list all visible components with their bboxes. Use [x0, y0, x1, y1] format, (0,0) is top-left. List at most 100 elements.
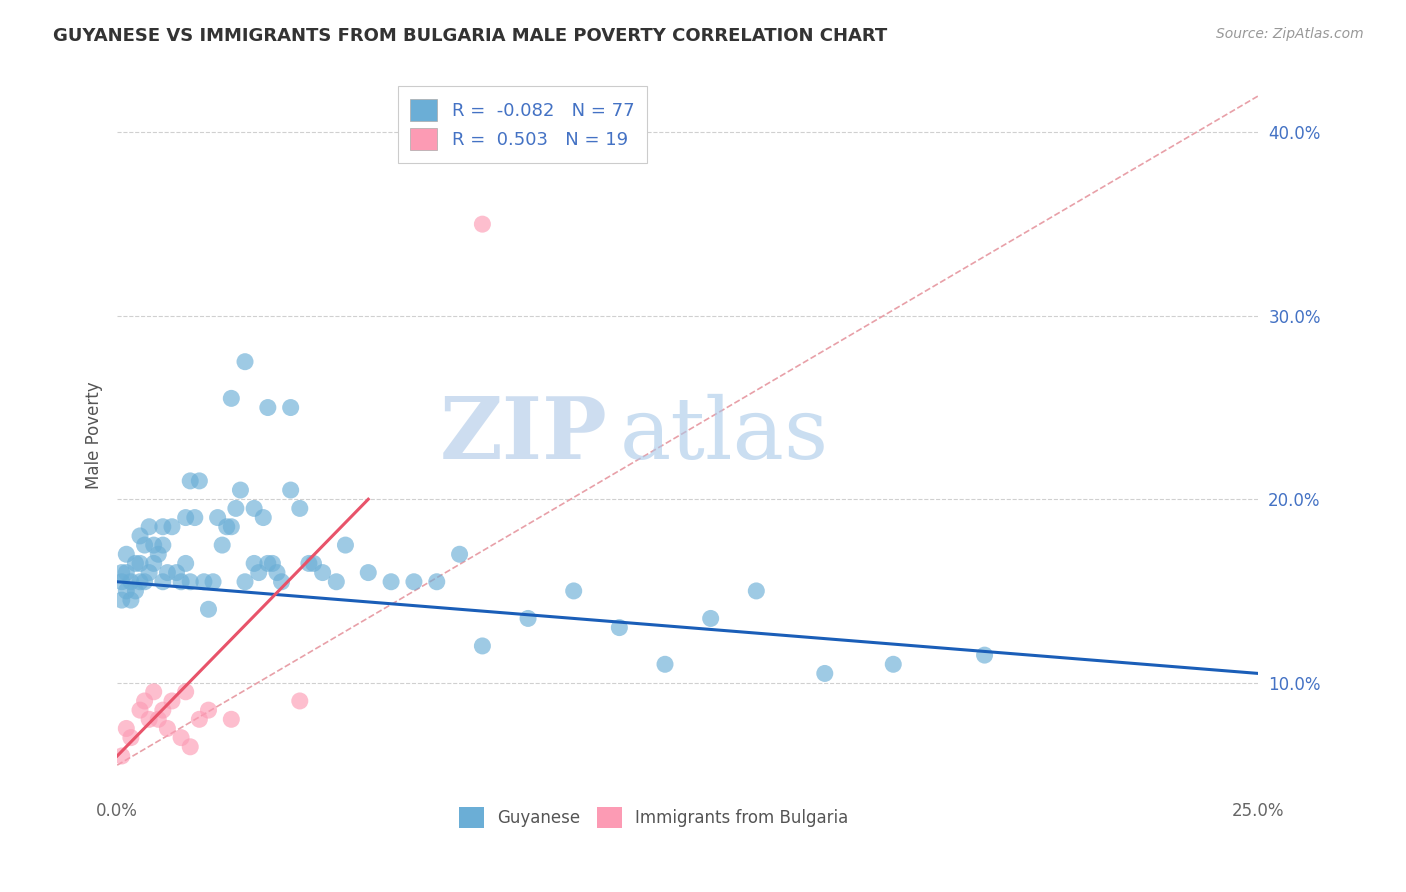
- Guyanese: [288, 501, 311, 516]
- Guyanese: [124, 583, 146, 598]
- Guyanese: [609, 621, 631, 635]
- Guyanese: [233, 354, 256, 368]
- Guyanese: [138, 520, 160, 534]
- Guyanese: [134, 574, 156, 589]
- Immigrants from Bulgaria: [111, 749, 134, 764]
- Guyanese: [699, 611, 721, 625]
- Guyanese: [402, 574, 425, 589]
- Guyanese: [814, 666, 837, 681]
- Guyanese: [129, 557, 152, 571]
- Guyanese: [215, 520, 238, 534]
- Immigrants from Bulgaria: [471, 217, 494, 231]
- Guyanese: [266, 566, 288, 580]
- Guyanese: [256, 401, 278, 415]
- Y-axis label: Male Poverty: Male Poverty: [86, 381, 103, 489]
- Immigrants from Bulgaria: [179, 739, 201, 754]
- Immigrants from Bulgaria: [174, 685, 197, 699]
- Guyanese: [166, 566, 188, 580]
- Guyanese: [449, 547, 471, 561]
- Guyanese: [243, 501, 266, 516]
- Guyanese: [225, 501, 247, 516]
- Immigrants from Bulgaria: [170, 731, 193, 745]
- Immigrants from Bulgaria: [120, 731, 142, 745]
- Guyanese: [233, 574, 256, 589]
- Guyanese: [179, 574, 201, 589]
- Guyanese: [302, 557, 325, 571]
- Immigrants from Bulgaria: [129, 703, 152, 717]
- Immigrants from Bulgaria: [188, 712, 211, 726]
- Guyanese: [111, 566, 134, 580]
- Guyanese: [124, 557, 146, 571]
- Guyanese: [142, 557, 165, 571]
- Guyanese: [179, 474, 201, 488]
- Guyanese: [152, 574, 174, 589]
- Immigrants from Bulgaria: [152, 703, 174, 717]
- Immigrants from Bulgaria: [134, 694, 156, 708]
- Guyanese: [654, 657, 676, 672]
- Guyanese: [160, 520, 183, 534]
- Guyanese: [256, 557, 278, 571]
- Guyanese: [882, 657, 904, 672]
- Guyanese: [197, 602, 219, 616]
- Guyanese: [211, 538, 233, 552]
- Guyanese: [298, 557, 321, 571]
- Guyanese: [202, 574, 225, 589]
- Text: atlas: atlas: [620, 393, 828, 476]
- Immigrants from Bulgaria: [160, 694, 183, 708]
- Legend: Guyanese, Immigrants from Bulgaria: Guyanese, Immigrants from Bulgaria: [453, 801, 855, 834]
- Guyanese: [221, 392, 243, 406]
- Guyanese: [174, 510, 197, 524]
- Guyanese: [973, 648, 995, 662]
- Text: Source: ZipAtlas.com: Source: ZipAtlas.com: [1216, 27, 1364, 41]
- Guyanese: [111, 593, 134, 607]
- Guyanese: [243, 557, 266, 571]
- Immigrants from Bulgaria: [142, 685, 165, 699]
- Guyanese: [138, 566, 160, 580]
- Guyanese: [152, 538, 174, 552]
- Guyanese: [280, 483, 302, 497]
- Guyanese: [188, 474, 211, 488]
- Guyanese: [517, 611, 540, 625]
- Guyanese: [120, 593, 142, 607]
- Guyanese: [221, 520, 243, 534]
- Guyanese: [229, 483, 252, 497]
- Guyanese: [311, 566, 333, 580]
- Guyanese: [325, 574, 347, 589]
- Guyanese: [129, 529, 152, 543]
- Guyanese: [357, 566, 380, 580]
- Guyanese: [193, 574, 215, 589]
- Guyanese: [115, 583, 138, 598]
- Guyanese: [471, 639, 494, 653]
- Immigrants from Bulgaria: [148, 712, 170, 726]
- Guyanese: [247, 566, 270, 580]
- Immigrants from Bulgaria: [288, 694, 311, 708]
- Text: ZIP: ZIP: [440, 393, 607, 477]
- Guyanese: [562, 583, 585, 598]
- Guyanese: [380, 574, 402, 589]
- Guyanese: [115, 566, 138, 580]
- Guyanese: [280, 401, 302, 415]
- Guyanese: [262, 557, 284, 571]
- Guyanese: [207, 510, 229, 524]
- Guyanese: [252, 510, 274, 524]
- Guyanese: [426, 574, 449, 589]
- Immigrants from Bulgaria: [221, 712, 243, 726]
- Guyanese: [270, 574, 292, 589]
- Text: GUYANESE VS IMMIGRANTS FROM BULGARIA MALE POVERTY CORRELATION CHART: GUYANESE VS IMMIGRANTS FROM BULGARIA MAL…: [53, 27, 887, 45]
- Guyanese: [120, 574, 142, 589]
- Guyanese: [134, 538, 156, 552]
- Immigrants from Bulgaria: [156, 722, 179, 736]
- Guyanese: [111, 574, 134, 589]
- Guyanese: [745, 583, 768, 598]
- Guyanese: [174, 557, 197, 571]
- Guyanese: [115, 547, 138, 561]
- Immigrants from Bulgaria: [115, 722, 138, 736]
- Guyanese: [184, 510, 207, 524]
- Guyanese: [335, 538, 357, 552]
- Guyanese: [142, 538, 165, 552]
- Immigrants from Bulgaria: [197, 703, 219, 717]
- Guyanese: [170, 574, 193, 589]
- Guyanese: [152, 520, 174, 534]
- Immigrants from Bulgaria: [138, 712, 160, 726]
- Guyanese: [156, 566, 179, 580]
